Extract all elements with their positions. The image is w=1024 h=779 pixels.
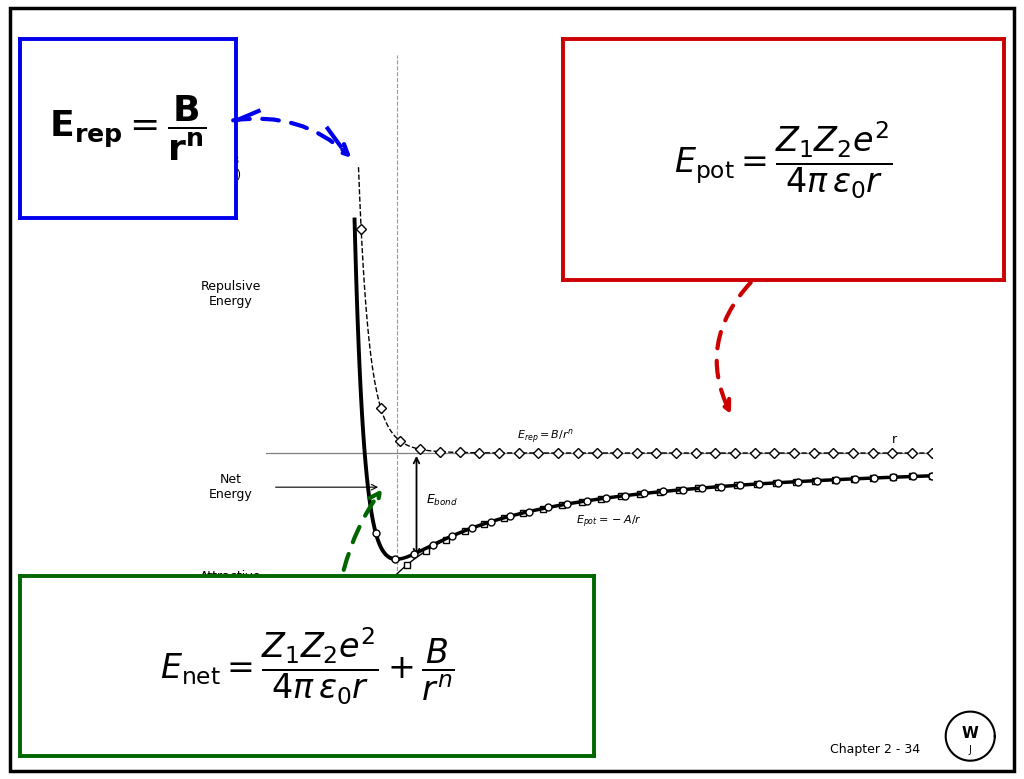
Text: $E_{pot} = -A/r$: $E_{pot} = -A/r$ — [575, 514, 642, 530]
Text: W: W — [962, 726, 979, 741]
Text: $\mathit{E}_{\mathrm{pot}} = \dfrac{Z_1 Z_2 e^2}{4\pi\,\varepsilon_0 r}$: $\mathit{E}_{\mathrm{pot}} = \dfrac{Z_1 … — [674, 119, 893, 200]
Text: Net
Energy: Net Energy — [209, 473, 253, 501]
Text: n ≈ 8
(6-12): n ≈ 8 (6-12) — [205, 154, 241, 182]
Text: $E_{bond}$: $E_{bond}$ — [426, 493, 458, 509]
Text: Repulsive
Energy: Repulsive Energy — [201, 280, 261, 308]
Text: J: J — [969, 745, 972, 755]
Text: $\mathbf{E_{rep}} = \dfrac{\mathbf{B}}{\mathbf{r^n}}$: $\mathbf{E_{rep}} = \dfrac{\mathbf{B}}{\… — [49, 94, 207, 163]
Text: Chapter 2 - 34: Chapter 2 - 34 — [830, 743, 921, 756]
Text: r: r — [892, 433, 897, 446]
Text: Attractive
Energy: Attractive Energy — [200, 570, 261, 598]
Text: $\mathit{E}_{\mathrm{net}} = \dfrac{Z_1 Z_2 e^2}{4\pi\,\varepsilon_0 r} + \dfrac: $\mathit{E}_{\mathrm{net}} = \dfrac{Z_1 … — [160, 626, 455, 707]
Text: $E_{rep} = B/r^n$: $E_{rep} = B/r^n$ — [517, 428, 573, 446]
